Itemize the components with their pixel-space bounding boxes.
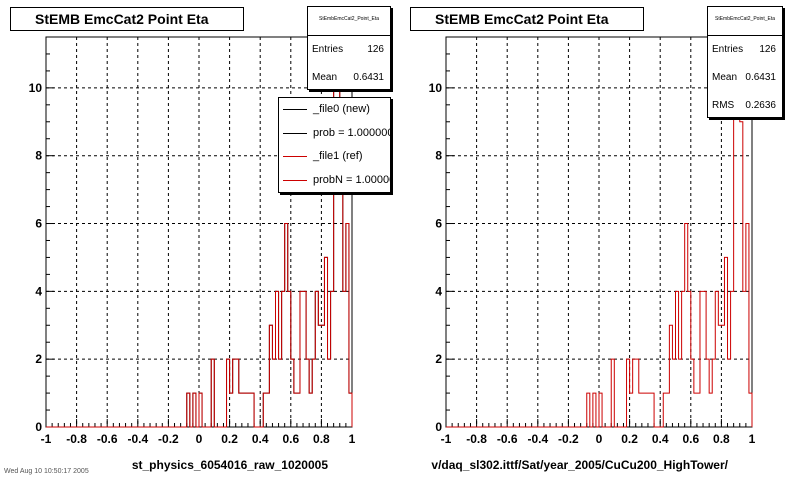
- legend-swatch: [283, 109, 307, 110]
- y-tick-label: 0: [35, 420, 42, 434]
- stats-label: RMS: [712, 100, 735, 111]
- x-tick-label: 0.8: [713, 432, 730, 446]
- x-tick-label: 1: [349, 432, 356, 446]
- legend-label: probN = 1.000000: [313, 173, 390, 186]
- legend-entry-file0: _file0 (new): [279, 98, 390, 122]
- x-tick-label: -0.6: [97, 432, 118, 446]
- x-tick-label: -0.8: [466, 432, 487, 446]
- stats-value: 126: [759, 44, 776, 55]
- stats-label: Entries: [312, 44, 344, 55]
- stats-row-mean: Mean 0.6431: [708, 64, 782, 92]
- histogram-panel-2: -1 -0.8 -0.6 -0.4 -0.2 0 0.2 0.4 0.6 0.8 10246810v…: [429, 36, 756, 472]
- x-tick-label: 0: [596, 432, 603, 446]
- x-tick-label: -0.4: [527, 432, 548, 446]
- stats-box-right: StEmbEmcCat2_Point_Eta Entries 126 Mean …: [707, 6, 783, 118]
- histogram-series-1: [446, 53, 753, 428]
- x-tick-label: -0.2: [158, 432, 179, 446]
- legend-entry-probn: probN = 1.000000: [279, 169, 390, 193]
- legend-entry-prob: prob = 1.000000: [279, 122, 390, 146]
- stats-value: 126: [367, 44, 384, 55]
- y-tick-label: 6: [35, 217, 42, 231]
- histogram-series-2: [46, 53, 353, 428]
- x-tick-label: 0.2: [221, 432, 238, 446]
- legend-label: _file1 (ref): [313, 150, 363, 162]
- stats-value: 0.6431: [353, 72, 384, 83]
- stats-label: Mean: [712, 72, 738, 83]
- chart-title-right: StEMB EmcCat2 Point Eta: [410, 7, 644, 31]
- x-tick-label: 0.6: [682, 432, 699, 446]
- x-axis-title: v/daq_sl302.ittf/Sat/year_2005/CuCu200_H…: [431, 458, 728, 472]
- x-tick-label: 0.8: [313, 432, 330, 446]
- chart-title-left: StEMB EmcCat2 Point Eta: [10, 7, 244, 31]
- legend: _file0 (new) prob = 1.000000 _file1 (ref…: [278, 97, 391, 193]
- x-tick-label: -0.8: [66, 432, 87, 446]
- x-tick-label: -0.6: [497, 432, 518, 446]
- y-tick-label: 10: [429, 81, 443, 95]
- legend-swatch: [283, 132, 307, 134]
- x-tick-label: -0.4: [127, 432, 148, 446]
- y-tick-label: 8: [435, 149, 442, 163]
- x-tick-label: -1: [441, 432, 452, 446]
- y-tick-label: 2: [35, 352, 42, 366]
- stats-row-mean: Mean 0.6431: [308, 64, 390, 92]
- histogram-panel-1: -1 -0.8 -0.6 -0.4 -0.2 0 0.2 0.4 0.6 0.8 10246810s…: [29, 36, 356, 472]
- legend-label: _file0 (new): [313, 103, 370, 115]
- x-tick-label: -0.2: [558, 432, 579, 446]
- x-tick-label: 0: [196, 432, 203, 446]
- y-tick-label: 2: [435, 352, 442, 366]
- stats-row-rms: RMS 0.2636: [708, 92, 782, 120]
- legend-entry-file1: _file1 (ref): [279, 145, 390, 169]
- x-tick-label: -1: [41, 432, 52, 446]
- stats-label: Mean: [312, 72, 338, 83]
- x-tick-label: 0.4: [252, 432, 269, 446]
- stats-row-entries: Entries 126: [308, 36, 390, 64]
- stats-box-left: StEmbEmcCat2_Point_Eta Entries 126 Mean …: [307, 6, 391, 90]
- stats-value: 0.2636: [745, 100, 776, 111]
- y-tick-label: 8: [35, 149, 42, 163]
- legend-swatch: [283, 179, 307, 181]
- stats-header: StEmbEmcCat2_Point_Eta: [708, 7, 782, 36]
- y-tick-label: 4: [35, 284, 42, 298]
- x-tick-label: 0.6: [282, 432, 299, 446]
- x-tick-label: 0.4: [652, 432, 669, 446]
- y-tick-label: 0: [435, 420, 442, 434]
- x-axis-title: st_physics_6054016_raw_1020005: [132, 458, 328, 472]
- stats-row-entries: Entries 126: [708, 36, 782, 64]
- y-tick-label: 6: [435, 217, 442, 231]
- stats-header: StEmbEmcCat2_Point_Eta: [308, 7, 390, 36]
- stats-value: 0.6431: [745, 72, 776, 83]
- y-tick-label: 4: [435, 284, 442, 298]
- legend-swatch: [283, 156, 307, 157]
- footer-timestamp: Wed Aug 10 10:50:17 2005: [4, 468, 89, 475]
- y-tick-label: 10: [29, 81, 43, 95]
- legend-label: prob = 1.000000: [313, 126, 391, 139]
- stats-label: Entries: [712, 44, 744, 55]
- x-tick-label: 1: [749, 432, 756, 446]
- x-tick-label: 0.2: [621, 432, 638, 446]
